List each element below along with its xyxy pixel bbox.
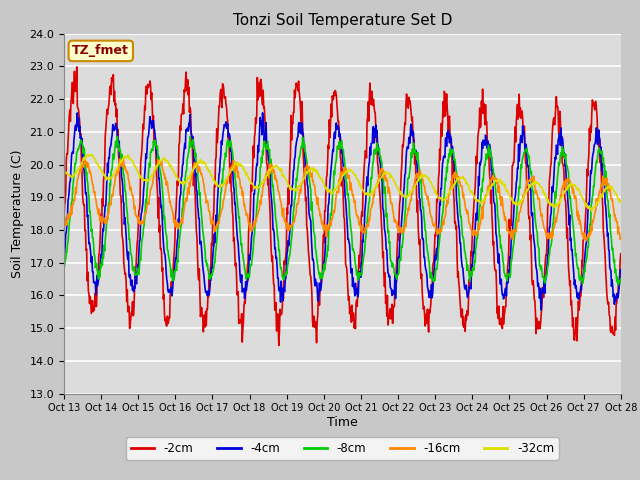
-16cm [582, 238, 590, 244]
-32cm [88, 152, 95, 158]
-4cm [163, 280, 171, 286]
-32cm [60, 165, 68, 171]
-8cm [388, 260, 396, 266]
-32cm [599, 192, 607, 197]
-8cm [87, 217, 95, 223]
-32cm [388, 175, 396, 181]
-2cm [60, 218, 68, 224]
-8cm [163, 247, 171, 253]
Title: Tonzi Soil Temperature Set D: Tonzi Soil Temperature Set D [233, 13, 452, 28]
-16cm [590, 215, 598, 221]
-4cm [87, 250, 95, 256]
-2cm [292, 80, 300, 86]
-16cm [120, 156, 127, 161]
-32cm [292, 186, 300, 192]
-2cm [389, 305, 397, 311]
-2cm [164, 321, 172, 326]
-4cm [292, 145, 300, 151]
-16cm [87, 171, 95, 177]
-2cm [599, 204, 607, 210]
-8cm [589, 183, 597, 189]
-2cm [617, 251, 625, 257]
Line: -32cm: -32cm [64, 155, 621, 211]
-4cm [60, 255, 68, 261]
-8cm [614, 282, 622, 288]
-8cm [598, 148, 606, 154]
-16cm [292, 212, 300, 218]
Line: -8cm: -8cm [64, 136, 621, 285]
-32cm [588, 208, 596, 214]
-4cm [538, 307, 545, 313]
-8cm [186, 133, 194, 139]
Y-axis label: Soil Temperature (C): Soil Temperature (C) [11, 149, 24, 278]
-8cm [617, 276, 625, 282]
-4cm [617, 267, 625, 273]
X-axis label: Time: Time [327, 416, 358, 429]
-16cm [164, 186, 172, 192]
-16cm [388, 207, 396, 213]
-32cm [590, 204, 598, 210]
-2cm [590, 100, 598, 106]
-2cm [275, 343, 283, 348]
-4cm [599, 175, 607, 181]
Legend: -2cm, -4cm, -8cm, -16cm, -32cm: -2cm, -4cm, -8cm, -16cm, -32cm [126, 437, 559, 460]
-2cm [73, 64, 81, 70]
Line: -4cm: -4cm [64, 113, 621, 310]
-4cm [590, 143, 598, 149]
Line: -16cm: -16cm [64, 158, 621, 241]
Text: TZ_fmet: TZ_fmet [72, 44, 129, 58]
-4cm [388, 288, 396, 293]
-16cm [60, 218, 68, 224]
-2cm [88, 311, 95, 316]
Line: -2cm: -2cm [64, 67, 621, 346]
-16cm [599, 173, 607, 179]
-32cm [164, 158, 172, 164]
-8cm [292, 189, 300, 194]
-32cm [83, 152, 91, 157]
-32cm [617, 198, 625, 204]
-16cm [617, 235, 625, 241]
-4cm [259, 110, 266, 116]
-8cm [60, 265, 68, 271]
